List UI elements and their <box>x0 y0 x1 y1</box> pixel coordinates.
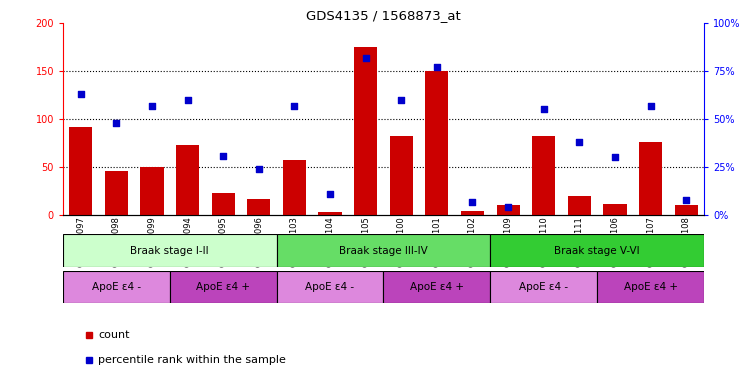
Bar <box>532 136 555 215</box>
Point <box>538 106 550 113</box>
Text: ApoE ε4 -: ApoE ε4 - <box>305 282 355 292</box>
Text: ApoE ε4 +: ApoE ε4 + <box>623 282 677 292</box>
Bar <box>354 47 377 215</box>
Bar <box>63 271 170 303</box>
Point <box>253 166 265 172</box>
Title: GDS4135 / 1568873_at: GDS4135 / 1568873_at <box>306 9 461 22</box>
Bar <box>170 271 276 303</box>
Point <box>680 197 692 203</box>
Text: ApoE ε4 -: ApoE ε4 - <box>519 282 568 292</box>
Bar <box>496 205 519 215</box>
Bar <box>141 167 164 215</box>
Point <box>609 154 621 161</box>
Point <box>110 120 122 126</box>
Bar <box>674 205 698 215</box>
Bar <box>425 71 448 215</box>
Bar <box>212 193 235 215</box>
Text: count: count <box>99 330 130 340</box>
Bar <box>384 271 491 303</box>
Text: ApoE ε4 -: ApoE ε4 - <box>92 282 141 292</box>
Point <box>182 97 193 103</box>
Point <box>146 103 158 109</box>
Point <box>396 97 408 103</box>
Bar <box>176 145 199 215</box>
Bar <box>104 171 128 215</box>
Bar <box>69 127 93 215</box>
Point <box>75 91 87 97</box>
Bar <box>247 199 270 215</box>
Point <box>324 191 336 197</box>
Point <box>359 55 371 61</box>
Point <box>217 152 229 159</box>
Text: percentile rank within the sample: percentile rank within the sample <box>99 355 286 365</box>
Bar <box>319 212 342 215</box>
Bar <box>461 211 484 215</box>
Point <box>288 103 300 109</box>
Bar <box>603 204 626 215</box>
Bar <box>390 136 413 215</box>
Bar <box>639 142 662 215</box>
Bar <box>63 234 276 267</box>
Point <box>574 139 585 145</box>
Bar <box>597 271 704 303</box>
Bar <box>568 196 591 215</box>
Bar <box>276 271 384 303</box>
Point <box>502 204 514 210</box>
Bar <box>491 271 597 303</box>
Bar <box>491 234 704 267</box>
Text: ApoE ε4 +: ApoE ε4 + <box>196 282 250 292</box>
Text: Braak stage III-IV: Braak stage III-IV <box>339 245 428 256</box>
Point <box>431 64 443 70</box>
Text: ApoE ε4 +: ApoE ε4 + <box>410 282 464 292</box>
Point <box>467 199 479 205</box>
Bar <box>276 234 491 267</box>
Point <box>645 103 657 109</box>
Text: Braak stage I-II: Braak stage I-II <box>130 245 209 256</box>
Text: Braak stage V-VI: Braak stage V-VI <box>554 245 640 256</box>
Bar <box>283 161 306 215</box>
